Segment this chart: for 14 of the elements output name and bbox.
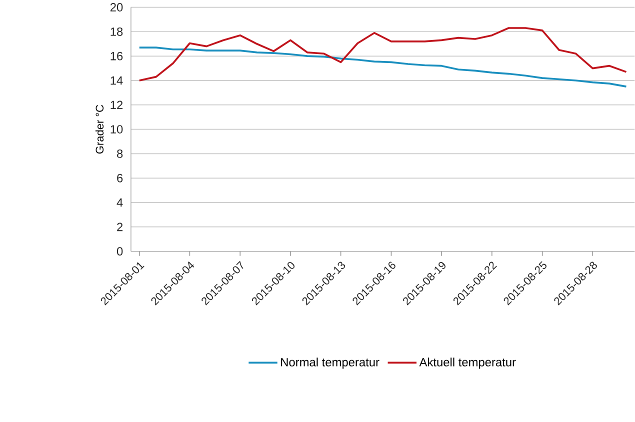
y-tick-label: 14 — [110, 76, 123, 85]
y-tick-label: 12 — [110, 100, 123, 109]
y-tick-label: 16 — [110, 52, 123, 60]
y-tick-label: 18 — [110, 27, 123, 36]
y-tick-label: 8 — [117, 149, 123, 158]
legend-label: Aktuell temperatur — [419, 358, 516, 369]
y-tick-label: 2 — [117, 222, 123, 232]
y-tick-label: 4 — [116, 198, 123, 207]
y-tick-label: 6 — [117, 174, 123, 182]
y-tick-label: 0 — [116, 247, 123, 256]
y-tick-label: 20 — [110, 2, 123, 12]
y-tick-label: 10 — [110, 125, 123, 134]
legend-label: Normal temperatur — [281, 358, 380, 369]
y-axis-title: Grader °C — [95, 104, 104, 154]
